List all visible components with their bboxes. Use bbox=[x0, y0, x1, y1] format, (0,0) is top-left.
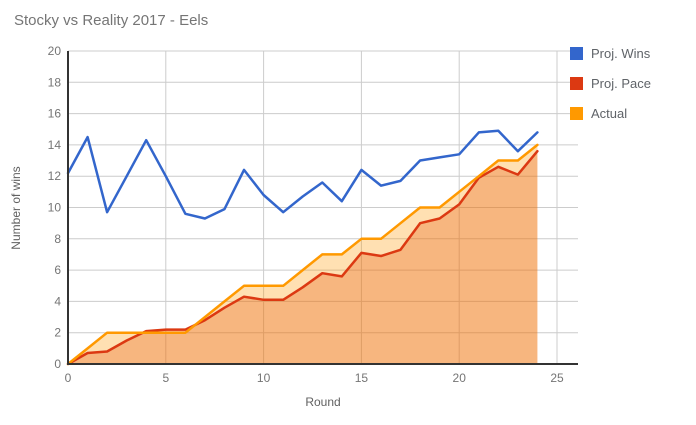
y-axis-title: Number of wins bbox=[9, 166, 23, 249]
y-tick-label: 14 bbox=[48, 138, 62, 152]
x-tick-label: 15 bbox=[355, 371, 369, 385]
line-proj-pace bbox=[66, 149, 539, 366]
legend-swatch bbox=[570, 107, 583, 120]
y-tick-label: 0 bbox=[54, 357, 61, 371]
line-proj-wins bbox=[66, 129, 539, 220]
legend-swatch bbox=[570, 77, 583, 90]
y-tick-label: 4 bbox=[54, 294, 61, 308]
legend-item-actual: Actual bbox=[570, 106, 651, 121]
legend: Proj. Wins Proj. Pace Actual bbox=[570, 46, 651, 136]
y-tick-label: 20 bbox=[48, 44, 62, 58]
y-tick-label: 2 bbox=[54, 326, 61, 340]
x-tick-label: 0 bbox=[65, 371, 72, 385]
area-actual bbox=[68, 144, 538, 364]
y-tick-label: 6 bbox=[54, 263, 61, 277]
y-tick-label: 10 bbox=[48, 201, 62, 215]
x-tick-label: 20 bbox=[453, 371, 467, 385]
legend-label: Proj. Pace bbox=[591, 76, 651, 91]
line-actual bbox=[66, 143, 539, 366]
legend-label: Actual bbox=[591, 106, 628, 121]
y-tick-label: 8 bbox=[54, 232, 61, 246]
legend-label: Proj. Wins bbox=[591, 46, 651, 61]
legend-swatch bbox=[570, 47, 583, 60]
y-tick-label: 12 bbox=[48, 169, 62, 183]
legend-item-proj-wins: Proj. Wins bbox=[570, 46, 651, 61]
x-tick-label: 10 bbox=[257, 371, 271, 385]
legend-item-proj-pace: Proj. Pace bbox=[570, 76, 651, 91]
chart-title: Stocky vs Reality 2017 - Eels bbox=[14, 12, 209, 29]
area-proj-pace bbox=[68, 151, 538, 364]
x-axis-title: Round bbox=[305, 395, 340, 409]
x-tick-label: 25 bbox=[550, 371, 564, 385]
y-tick-label: 16 bbox=[48, 107, 62, 121]
y-tick-label: 18 bbox=[48, 75, 62, 89]
x-tick-label: 5 bbox=[162, 371, 169, 385]
